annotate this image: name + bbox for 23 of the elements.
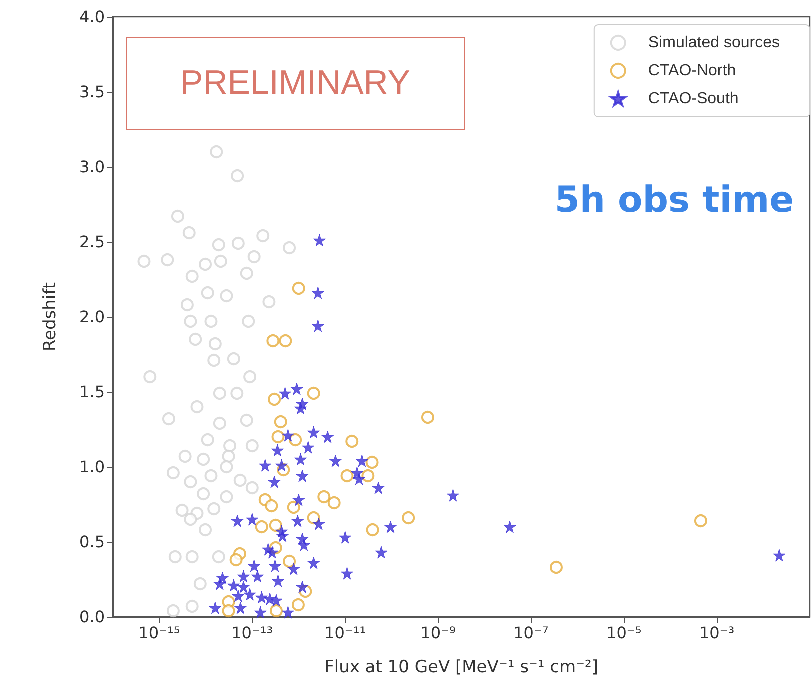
y-axis-title: Redshift — [40, 282, 60, 352]
x-tick-label: 10⁻⁵ — [606, 624, 642, 642]
y-tick-label: 3.0 — [80, 158, 105, 176]
y-tick-label: 3.5 — [80, 82, 105, 102]
y-tick-label: 1.0 — [80, 458, 105, 476]
x-tick-label: 10⁻⁷ — [514, 624, 549, 642]
legend-label: CTAO-South — [648, 90, 739, 108]
y-tick-label: 1.5 — [80, 382, 105, 402]
x-tick-label: 10⁻⁹ — [420, 624, 456, 642]
x-tick-label: 10⁻¹³ — [232, 624, 274, 642]
x-tick-label: 10⁻¹⁵ — [138, 624, 180, 642]
annotation: 5h obs time — [554, 180, 794, 221]
x-tick-label: 10⁻³ — [699, 624, 735, 642]
y-tick-label: 0.5 — [80, 532, 105, 552]
x-tick-label: 10⁻¹¹ — [324, 624, 366, 642]
y-tick-label: 0.0 — [80, 608, 105, 626]
y-tick-label: 2.0 — [80, 308, 105, 326]
legend-label: CTAO-North — [648, 62, 736, 80]
y-tick-label: 2.5 — [80, 232, 105, 252]
annotation: PRELIMINARY — [126, 37, 465, 130]
legend-label: Simulated sources — [648, 34, 780, 52]
x-axis-title: Flux at 10 GeV [MeV⁻¹ s⁻¹ cm⁻²] — [324, 658, 598, 678]
y-tick-label: 4.0 — [80, 8, 105, 26]
